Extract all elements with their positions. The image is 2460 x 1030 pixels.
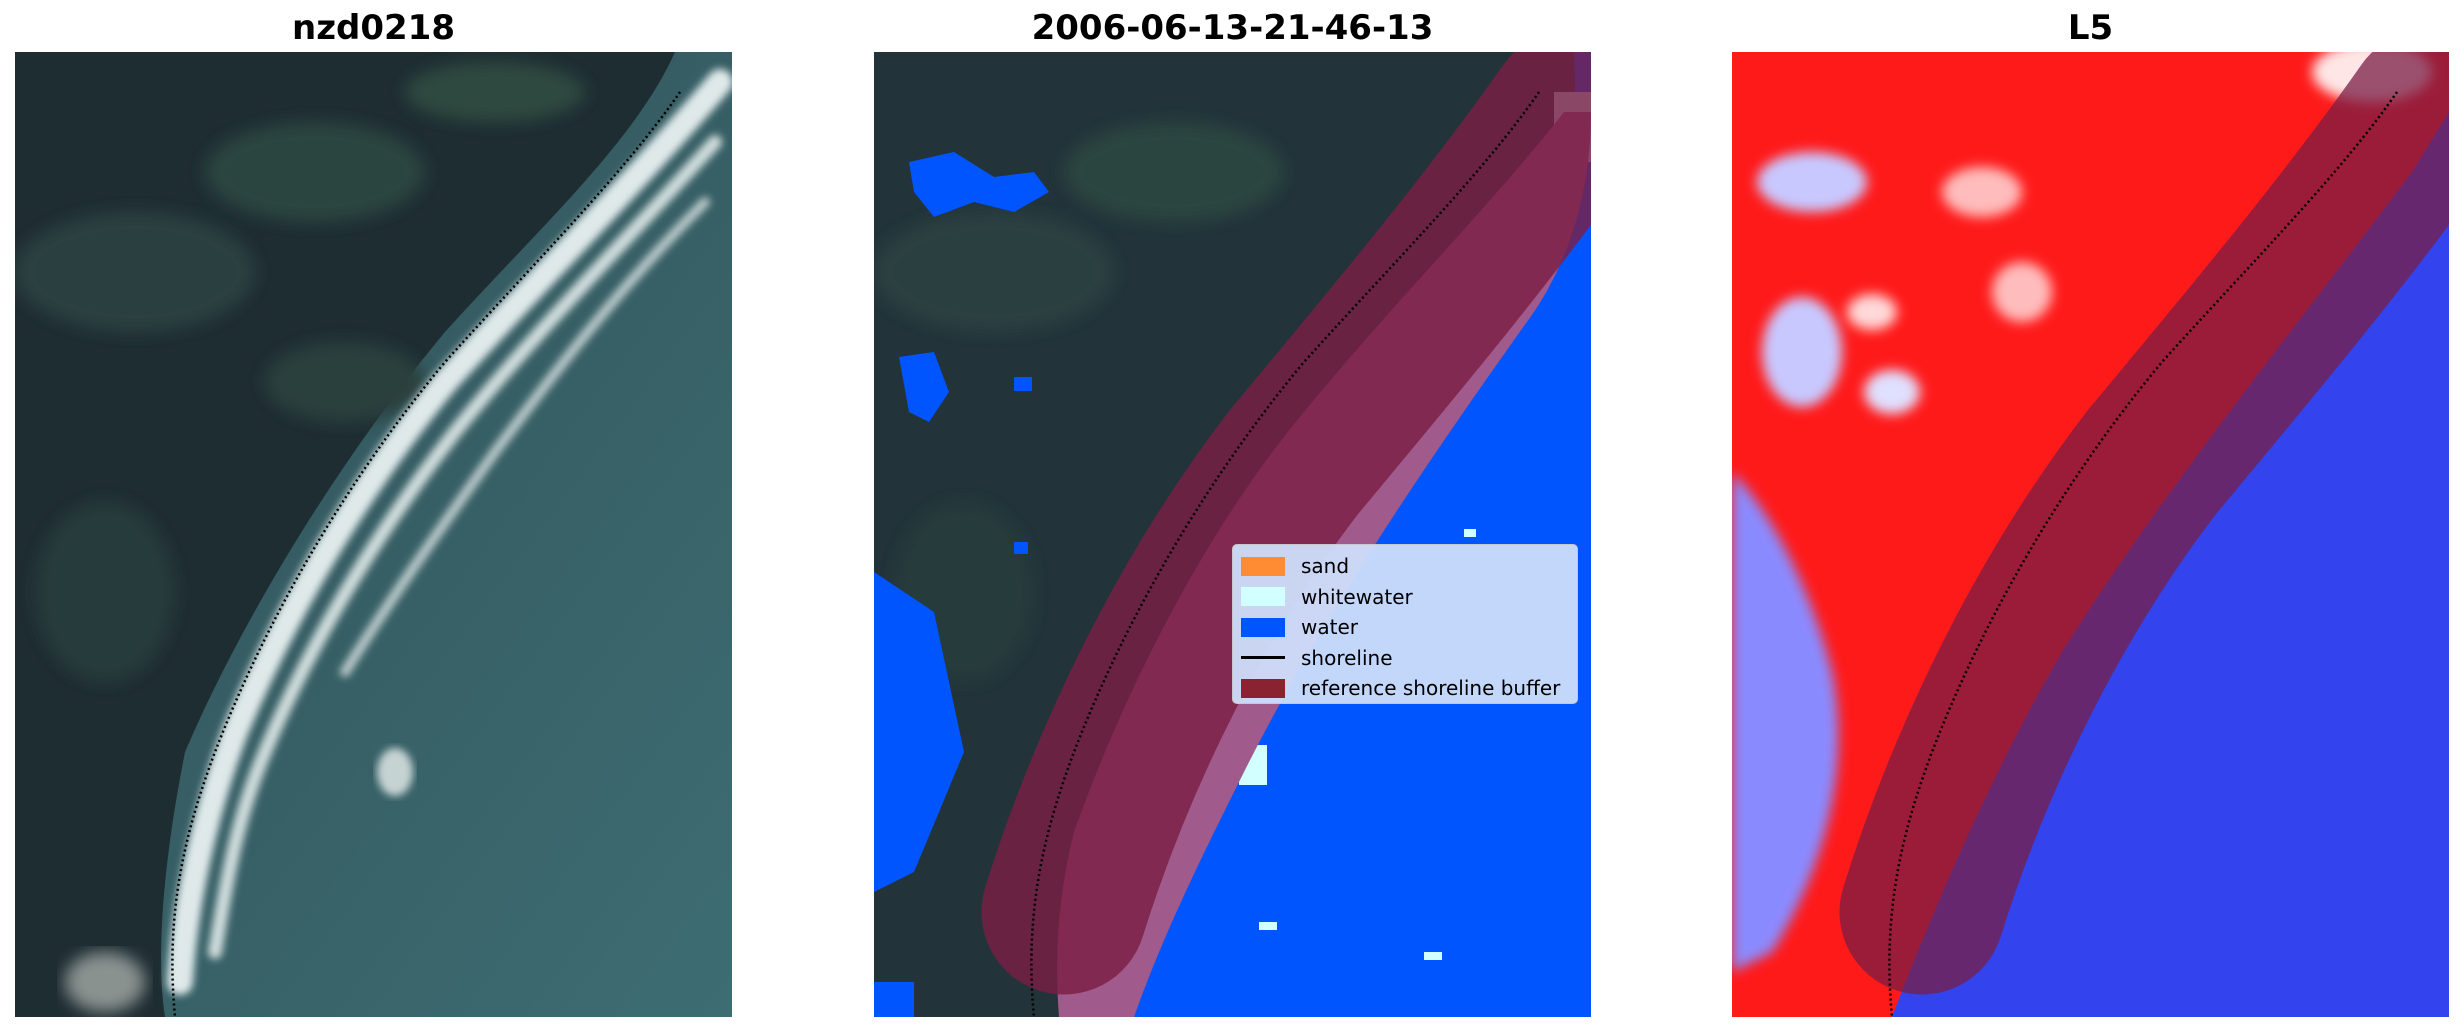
water-swatch — [1241, 617, 1285, 637]
panel-title-rgb: nzd0218 — [292, 8, 455, 48]
whitewater-swatch — [1241, 587, 1285, 607]
rgb-image — [15, 52, 732, 1017]
legend-label: water — [1301, 615, 1358, 640]
classified-image-panel — [874, 52, 1591, 1017]
buffer-swatch — [1241, 678, 1285, 698]
legend-item-whitewater: whitewater — [1241, 582, 1569, 613]
legend-item-sand: sand — [1241, 551, 1569, 582]
legend-label: whitewater — [1301, 584, 1413, 609]
legend-label: reference shoreline buffer — [1301, 676, 1561, 701]
shoreline-line — [1888, 91, 2399, 1017]
sand-swatch — [1241, 556, 1285, 576]
shoreline-line — [1030, 91, 1541, 1017]
shoreline-line — [171, 91, 682, 1017]
legend-item-water: water — [1241, 612, 1569, 643]
legend-label: sand — [1301, 554, 1350, 579]
rgb-image-panel — [15, 52, 732, 1017]
panel-title-classified: 2006-06-13-21-46-13 — [1031, 8, 1434, 48]
legend-item-shoreline: shoreline — [1241, 643, 1569, 674]
legend-label: shoreline — [1301, 645, 1393, 670]
legend-item-buffer: reference shoreline buffer — [1241, 673, 1569, 704]
panel-title-index: L5 — [2067, 8, 2114, 48]
index-image-panel — [1732, 52, 2449, 1017]
index-image — [1732, 52, 2449, 1017]
legend: sand whitewater water shoreline referenc… — [1232, 544, 1578, 704]
classified-image — [874, 52, 1591, 1017]
shoreline-swatch — [1241, 648, 1285, 667]
